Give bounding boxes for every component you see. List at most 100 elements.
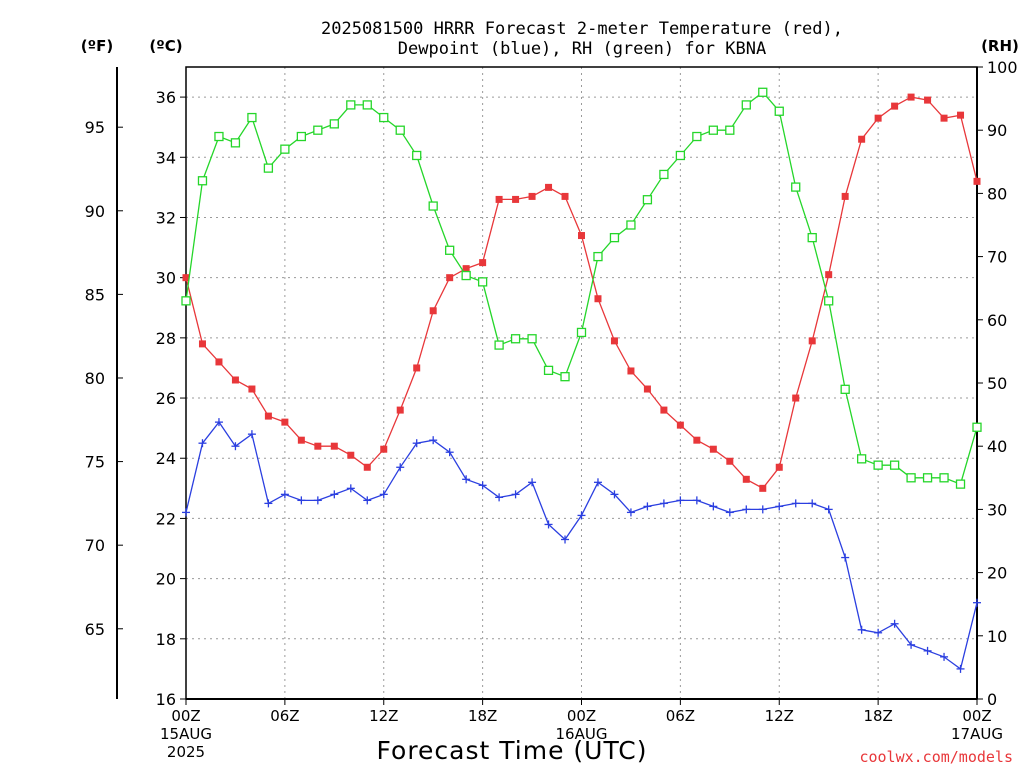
rh-point bbox=[181, 296, 191, 306]
temperature-point bbox=[775, 463, 783, 471]
temperature-point bbox=[545, 183, 553, 191]
x-tick-label: 06Z bbox=[270, 707, 299, 725]
rh-point bbox=[428, 201, 438, 211]
celsius-tick-label: 24 bbox=[156, 449, 176, 468]
rh-point bbox=[741, 100, 751, 110]
rh-point bbox=[692, 131, 702, 142]
x-tick-date-label: 15AUG bbox=[160, 725, 212, 743]
temperature-point bbox=[396, 406, 404, 414]
rh-tick-label: 40 bbox=[987, 437, 1007, 456]
rh-point bbox=[626, 220, 636, 230]
plot-frame bbox=[185, 66, 978, 700]
rh-point bbox=[791, 182, 801, 192]
rh-point bbox=[379, 112, 389, 123]
x-tick-label: 18Z bbox=[468, 707, 497, 725]
temperature-point bbox=[924, 96, 932, 104]
temperature-point bbox=[841, 192, 849, 200]
temperature-point bbox=[462, 265, 470, 273]
rh-point bbox=[247, 112, 257, 123]
temperature-point bbox=[643, 385, 651, 393]
rh-point bbox=[197, 176, 208, 186]
celsius-tick-label: 22 bbox=[156, 509, 176, 528]
temperature-point bbox=[907, 93, 915, 101]
x-tick-label: 00Z bbox=[171, 707, 200, 725]
rh-point bbox=[758, 87, 768, 97]
rh-tick-label: 90 bbox=[987, 121, 1007, 140]
temperature-point bbox=[973, 177, 981, 185]
x-tick-year-label: 2025 bbox=[167, 743, 205, 761]
temperature-point bbox=[874, 114, 882, 122]
temperature-point bbox=[479, 259, 487, 267]
rh-point bbox=[230, 138, 241, 148]
rh-point bbox=[412, 150, 422, 161]
rh-point bbox=[856, 454, 867, 464]
temperature-point bbox=[297, 436, 305, 444]
rh-point bbox=[675, 150, 686, 161]
rh-series bbox=[181, 87, 982, 489]
fahrenheit-tick-label: 90 bbox=[85, 202, 105, 221]
axis-labels: 16 18 20 22 24 26 28 30 32 34 36 65 70 75 80 85 90 95 0 10 2… bbox=[85, 58, 1018, 761]
fahrenheit-tick-label: 65 bbox=[85, 620, 105, 639]
rh-tick-label: 100 bbox=[987, 58, 1018, 77]
rh-point bbox=[939, 473, 949, 483]
right-unit-label: (RH) bbox=[981, 37, 1019, 55]
rh-point bbox=[494, 340, 504, 350]
rh-tick-label: 30 bbox=[987, 500, 1007, 519]
celsius-tick-label: 28 bbox=[156, 329, 176, 348]
left-outer-unit-label: (ºF) bbox=[81, 37, 113, 55]
temperature-point bbox=[891, 102, 899, 110]
rh-point bbox=[362, 100, 372, 110]
rh-tick-label: 70 bbox=[987, 248, 1007, 267]
celsius-tick-label: 32 bbox=[156, 208, 176, 227]
temperature-point bbox=[759, 484, 767, 492]
celsius-tick-label: 34 bbox=[156, 148, 176, 167]
series-lines bbox=[181, 87, 982, 673]
dewpoint-series bbox=[182, 418, 981, 673]
temperature-point bbox=[858, 135, 866, 143]
temperature-point bbox=[561, 192, 569, 200]
rh-point bbox=[873, 460, 883, 470]
temperature-point bbox=[314, 442, 322, 450]
rh-point bbox=[477, 277, 488, 287]
rh-point bbox=[659, 169, 669, 180]
x-tick-date-label: 16AUG bbox=[556, 725, 608, 743]
rh-point bbox=[593, 251, 603, 262]
x-axis-title: Forecast Time (UTC) bbox=[377, 736, 648, 765]
celsius-tick-label: 16 bbox=[156, 690, 176, 709]
temperature-point bbox=[182, 274, 190, 282]
temperature-point bbox=[676, 421, 684, 429]
left-inner-unit-label: (ºC) bbox=[149, 37, 182, 55]
temperature-point bbox=[198, 340, 206, 348]
temperature-point bbox=[380, 445, 388, 453]
rh-point bbox=[263, 163, 274, 173]
grid-lines bbox=[186, 67, 977, 699]
temperature-point bbox=[594, 295, 602, 303]
rh-point bbox=[313, 125, 323, 135]
rh-point bbox=[445, 245, 455, 255]
rh-point bbox=[329, 119, 339, 129]
temperature-point bbox=[264, 412, 272, 420]
celsius-tick-label: 36 bbox=[156, 88, 176, 107]
temperature-point bbox=[825, 271, 833, 279]
celsius-tick-label: 26 bbox=[156, 389, 176, 408]
x-tick-label: 00Z bbox=[567, 707, 596, 725]
rh-point bbox=[560, 372, 570, 382]
rh-tick-label: 20 bbox=[987, 564, 1007, 583]
temperature-point bbox=[495, 195, 503, 203]
temperature-point bbox=[347, 451, 355, 459]
rh-point bbox=[922, 473, 933, 483]
rh-point bbox=[840, 384, 850, 394]
axes bbox=[116, 66, 983, 705]
rh-point bbox=[955, 479, 966, 489]
temperature-point bbox=[726, 457, 734, 465]
rh-point bbox=[214, 131, 224, 142]
rh-point bbox=[346, 100, 356, 110]
rh-tick-label: 80 bbox=[987, 184, 1007, 203]
fahrenheit-tick-label: 75 bbox=[85, 453, 105, 472]
temperature-point bbox=[429, 307, 437, 315]
rh-point bbox=[889, 460, 900, 470]
temperature-point bbox=[693, 436, 701, 444]
rh-point bbox=[280, 144, 290, 154]
temperature-point bbox=[281, 418, 289, 426]
